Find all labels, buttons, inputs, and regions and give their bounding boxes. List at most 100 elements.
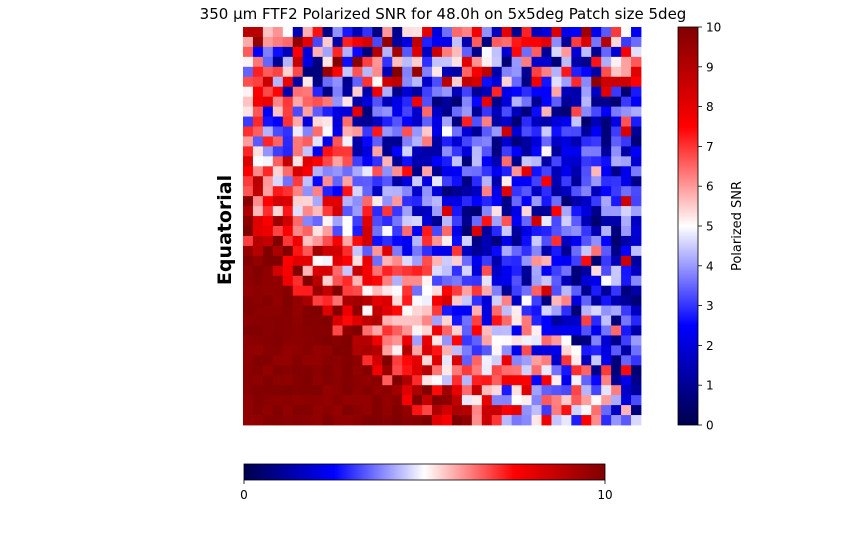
heatmap-cell [501, 76, 513, 88]
heatmap-cell [461, 355, 473, 366]
heatmap-cell [342, 27, 353, 38]
heatmap-cell [581, 385, 592, 396]
heatmap-cell [402, 345, 413, 356]
heatmap-cell [252, 186, 264, 197]
heatmap-cell [601, 335, 612, 346]
heatmap-cell [412, 186, 423, 197]
heatmap-cell [372, 255, 383, 267]
heatmap-cell [262, 305, 274, 316]
heatmap-cell [601, 136, 612, 147]
heatmap-cell [621, 226, 632, 237]
heatmap-cell [282, 176, 294, 187]
heatmap-cell [262, 385, 274, 396]
heatmap-cell [491, 365, 503, 376]
heatmap-cell [272, 186, 284, 197]
heatmap-cell [451, 126, 463, 137]
heatmap-cell [581, 415, 592, 426]
heatmap-cell [591, 116, 602, 127]
heatmap-cell [631, 335, 642, 346]
heatmap-cell [442, 265, 453, 277]
colorbar-bottom-tick-label: 10 [597, 488, 612, 502]
heatmap-cell [491, 385, 503, 396]
heatmap-cell [392, 146, 403, 157]
heatmap-cell [631, 136, 642, 147]
heatmap-cell [521, 345, 532, 356]
heatmap-cell [551, 295, 562, 306]
heatmap-cell [501, 176, 513, 187]
heatmap-cell [262, 166, 274, 177]
heatmap-cell [501, 146, 513, 157]
heatmap-cell [272, 46, 284, 58]
heatmap-cell [312, 86, 323, 98]
heatmap-cell [372, 226, 383, 237]
heatmap-cell [621, 216, 632, 227]
heatmap-cell [561, 345, 572, 356]
heatmap-cell [511, 385, 522, 396]
heatmap-cell [511, 46, 522, 58]
heatmap-cell [442, 305, 453, 316]
heatmap-cell [451, 385, 463, 396]
heatmap-cell [591, 46, 602, 58]
heatmap-cell [561, 156, 572, 167]
heatmap-cell [382, 96, 393, 107]
heatmap-cell [252, 395, 264, 406]
heatmap-cell [581, 275, 592, 287]
heatmap-cell [631, 355, 642, 366]
heatmap-cell [332, 305, 343, 316]
heatmap-cell [442, 355, 453, 366]
heatmap-cell [541, 365, 552, 376]
heatmap-cell [561, 375, 572, 386]
heatmap-cell [541, 375, 552, 386]
heatmap-cell [252, 305, 264, 316]
heatmap-cell [392, 166, 403, 177]
heatmap-cell [481, 395, 493, 406]
heatmap-cell [541, 415, 552, 426]
heatmap-cell [362, 355, 373, 366]
heatmap-cell [352, 76, 363, 88]
heatmap-cell [461, 206, 473, 217]
heatmap-cell [332, 136, 343, 147]
heatmap-cell [481, 265, 493, 277]
heatmap-cell [471, 66, 483, 78]
heatmap-cell [292, 265, 304, 277]
heatmap-cell [252, 126, 264, 137]
heatmap-cell [332, 46, 343, 58]
heatmap-cell [541, 86, 552, 98]
heatmap-cell [521, 206, 532, 217]
heatmap-cell [252, 66, 264, 78]
heatmap-cell [432, 46, 443, 58]
heatmap-cell [372, 186, 383, 197]
heatmap-cell [531, 385, 542, 396]
heatmap-cell [243, 295, 254, 306]
heatmap-cell [302, 206, 314, 217]
heatmap-cell [531, 255, 542, 267]
heatmap-cell [581, 36, 592, 48]
heatmap-cell [272, 365, 284, 376]
heatmap-cell [501, 255, 513, 267]
heatmap-cell [481, 126, 493, 137]
heatmap-cell [541, 66, 552, 78]
heatmap-cell [531, 206, 542, 217]
heatmap-cell [282, 355, 294, 366]
heatmap-cell [631, 27, 642, 38]
heatmap-cell [362, 116, 373, 127]
heatmap-cell [312, 285, 323, 297]
heatmap-cell [601, 126, 612, 137]
heatmap-cell [491, 186, 503, 197]
heatmap-cell [432, 235, 443, 247]
heatmap-cell [292, 116, 304, 127]
heatmap-cell [461, 395, 473, 406]
heatmap-cell [292, 355, 304, 366]
heatmap-cell [461, 345, 473, 356]
heatmap-cell [312, 295, 323, 306]
heatmap-cell [432, 415, 443, 426]
heatmap-cell [571, 285, 582, 297]
heatmap-cell [501, 325, 513, 336]
heatmap-cell [611, 186, 622, 197]
heatmap-cell [541, 96, 552, 107]
heatmap-cell [382, 166, 393, 177]
heatmap-cell [571, 325, 582, 336]
heatmap-cell [571, 56, 582, 68]
heatmap-cell [451, 395, 463, 406]
heatmap-cell [422, 415, 433, 426]
